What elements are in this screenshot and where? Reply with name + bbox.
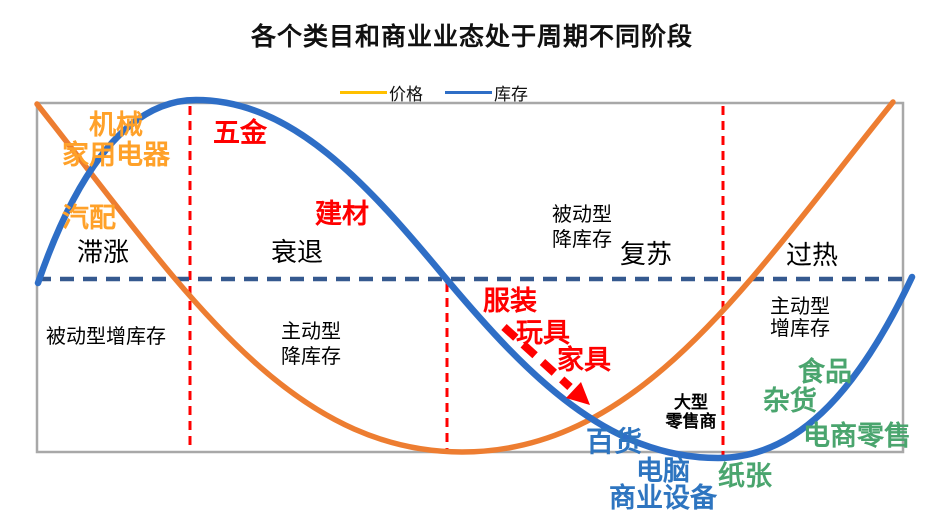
stage-active-restocking: 主动型 增库存: [770, 295, 830, 339]
trend-arrow-shaft: [501, 324, 573, 390]
label-apparel: 服装: [483, 286, 537, 317]
stage-active-destocking-line2: 降库存: [281, 344, 341, 368]
phase-recovery: 复苏: [620, 240, 673, 270]
label-commercial-equipment: 商业设备: [609, 483, 717, 514]
chart-title: 各个类目和商业业态处于周期不同阶段: [250, 22, 693, 51]
price-curve: [34, 99, 896, 455]
label-toys: 玩具: [516, 318, 570, 349]
stage-active-destocking: 主动型 降库存: [281, 319, 341, 369]
label-group-computer-equipment: 电脑 商业设备: [606, 458, 720, 512]
label-department-store: 百货: [586, 425, 643, 458]
label-large-retailer: 大型 零售商: [661, 394, 721, 432]
legend: 价格 库存: [340, 80, 528, 105]
label-paper: 纸张: [718, 461, 772, 492]
stage-active-restocking-line1: 主动型: [770, 294, 830, 318]
phase-overheat: 过热: [786, 241, 839, 271]
label-machinery: 机械: [89, 110, 143, 141]
trend-arrow-head: [566, 382, 590, 405]
stage-passive-destocking-line2: 降库存: [552, 227, 612, 251]
label-ecommerce-retail: 电商零售: [803, 421, 911, 452]
label-home-appliances: 家用电器: [62, 140, 170, 171]
label-large-retailer-line2: 零售商: [665, 412, 717, 432]
label-furniture: 家具: [557, 345, 611, 376]
label-building-materials: 建材: [315, 199, 369, 230]
phase-stagflation: 滞涨: [77, 238, 130, 268]
label-grocery: 杂货: [763, 386, 817, 417]
label-auto-parts: 汽配: [62, 203, 116, 234]
inventory-legend-swatch: [445, 91, 492, 94]
stage-passive-destocking-line1: 被动型: [552, 202, 612, 226]
price-legend-swatch: [340, 91, 387, 94]
label-hardware: 五金: [213, 118, 267, 149]
phase-recession: 衰退: [271, 238, 324, 268]
price-legend-label: 价格: [389, 85, 423, 105]
stage-passive-restocking: 被动型增库存: [46, 324, 166, 348]
inventory-curve: [34, 96, 916, 462]
label-group-machinery-appliances: 机械 家用电器: [50, 111, 182, 171]
stage-passive-destocking: 被动型 降库存: [552, 202, 612, 252]
label-computer: 电脑: [636, 456, 690, 487]
label-large-retailer-line1: 大型: [674, 393, 708, 413]
inventory-legend-label: 库存: [494, 85, 528, 105]
stage-active-destocking-line1: 主动型: [281, 319, 341, 343]
label-food: 食品: [798, 357, 852, 388]
stage-active-restocking-line2: 增库存: [770, 316, 830, 340]
